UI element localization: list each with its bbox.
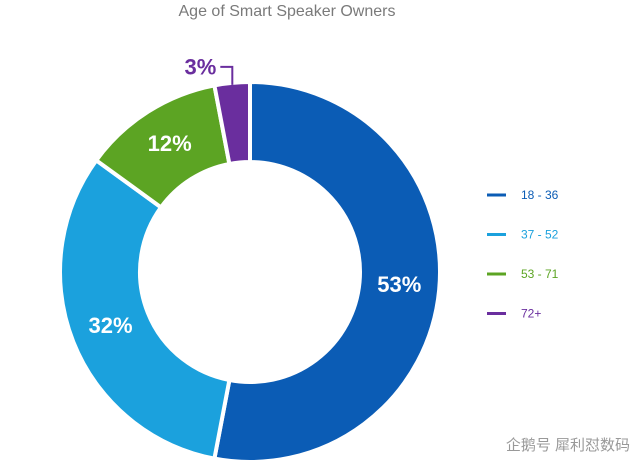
legend-label: 53 - 71 [521,267,559,281]
legend-label: 72+ [521,307,541,321]
chart-title: Age of Smart Speaker Owners [179,3,396,20]
legend-label: 18 - 36 [521,188,559,202]
leader-line [220,65,234,85]
watermark: 企鹅号 犀利怼数码 [506,436,630,454]
value-label: 53% [377,272,421,297]
donut-segment [212,79,252,167]
donut-segment [58,157,232,461]
donut-segment [212,79,442,464]
value-label: 32% [89,313,133,338]
legend-label: 37 - 52 [521,228,559,242]
value-label: 12% [148,131,192,156]
value-label: 3% [185,55,217,80]
